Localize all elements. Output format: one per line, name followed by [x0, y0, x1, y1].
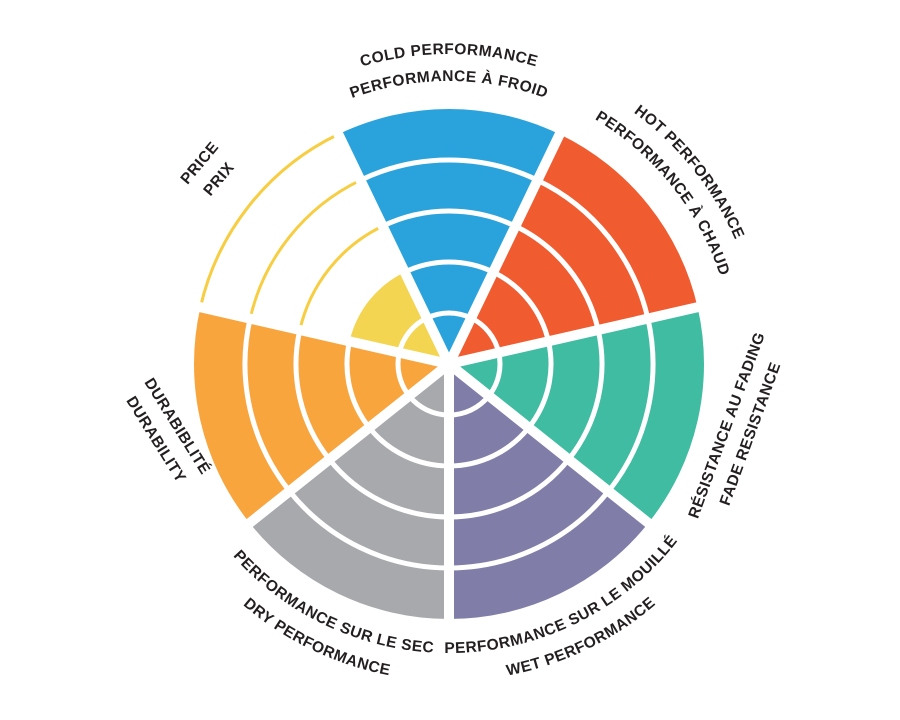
- ring-divider-fade-resistance-4: [606, 318, 656, 493]
- unfilled-ring-price-4: [248, 178, 362, 319]
- ring-divider-dry-performance-2: [367, 426, 450, 469]
- sector-fade-resistance: [449, 307, 705, 523]
- sector-price: [349, 272, 449, 364]
- gap-line-2: [445, 360, 654, 529]
- ring-divider-wet-performance-2: [448, 426, 531, 469]
- ring-divider-wet-performance-4: [448, 489, 611, 571]
- sector-gap-lines: [197, 130, 701, 621]
- unfilled-ring-price-3: [298, 224, 384, 331]
- ring-divider-cold-performance-4: [359, 157, 539, 183]
- sector-hot-performance: [449, 134, 698, 364]
- sector-wedges: [193, 108, 705, 619]
- gap-line-1: [447, 301, 701, 369]
- ring-divider-durability-3: [293, 329, 332, 461]
- sector-durability: [193, 307, 449, 523]
- label-cold-performance-en: COLD PERFORMANCE: [358, 41, 540, 70]
- ring-divider-dry-performance-3: [327, 457, 450, 520]
- label-cold-performance-fr: PERFORMANCE À FROID: [348, 68, 551, 102]
- ring-divider-wet-performance-3: [448, 457, 571, 520]
- unfilled-ring-arcs: [198, 132, 384, 331]
- ring-divider-fade-resistance-2: [526, 340, 554, 430]
- sector-cold-performance: [338, 108, 560, 365]
- ring-divider-dry-performance-4: [287, 489, 450, 571]
- gap-line-4: [244, 360, 453, 529]
- unfilled-ring-price-5: [198, 132, 340, 308]
- gap-line-6: [332, 130, 454, 367]
- ring-divider-cold-performance-3: [381, 208, 517, 229]
- gap-line-0: [444, 130, 566, 367]
- ring-divider-hot-performance-4: [536, 177, 651, 320]
- ring-divider-fade-resistance-3: [566, 329, 605, 461]
- ring-divider-durability-2: [344, 340, 372, 430]
- ring-divider-hot-performance-2: [492, 269, 551, 342]
- ring-divider-durability-4: [242, 318, 292, 493]
- sector-dry-performance: [249, 364, 449, 619]
- sector-wet-performance: [449, 364, 649, 619]
- ring-divider-cold-performance-2: [403, 259, 495, 275]
- ring-divider-hot-performance-3: [514, 223, 601, 331]
- gap-line-5: [197, 301, 451, 369]
